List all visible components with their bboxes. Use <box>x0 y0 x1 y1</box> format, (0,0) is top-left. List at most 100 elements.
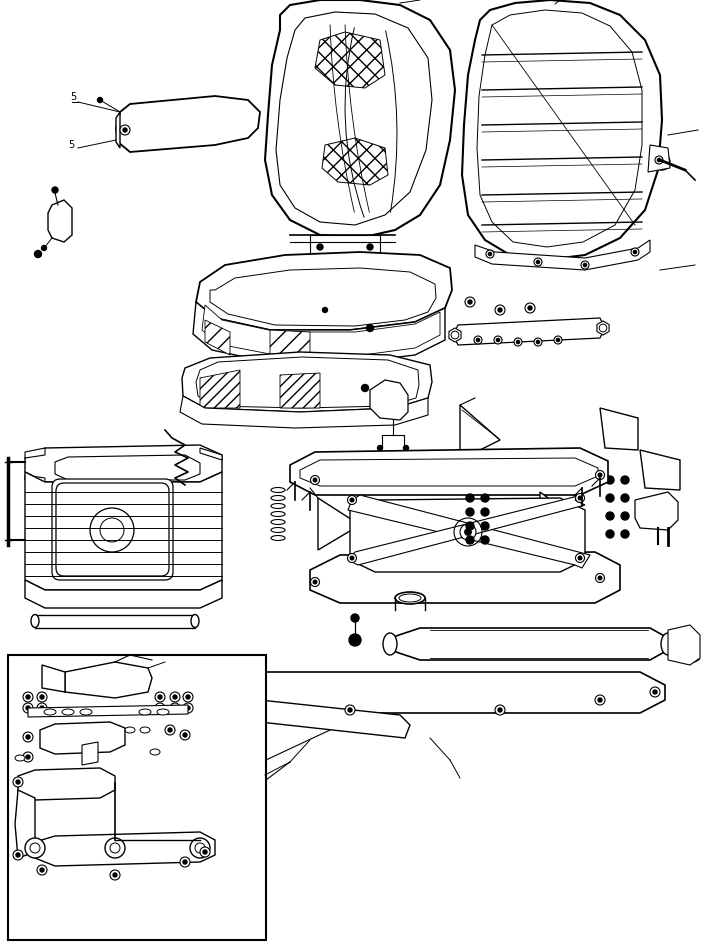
Circle shape <box>367 325 374 331</box>
Circle shape <box>465 529 471 535</box>
Polygon shape <box>680 649 689 659</box>
Circle shape <box>657 159 661 161</box>
Circle shape <box>596 470 604 480</box>
Circle shape <box>631 248 639 256</box>
Circle shape <box>606 512 614 520</box>
Circle shape <box>110 870 120 880</box>
FancyBboxPatch shape <box>56 483 169 576</box>
Polygon shape <box>648 145 670 172</box>
Polygon shape <box>240 672 665 713</box>
Polygon shape <box>116 96 260 152</box>
Circle shape <box>123 128 127 132</box>
Circle shape <box>183 703 193 713</box>
Polygon shape <box>276 12 432 225</box>
Polygon shape <box>315 32 385 88</box>
Circle shape <box>349 634 361 646</box>
Circle shape <box>528 306 532 310</box>
Polygon shape <box>55 455 200 480</box>
Circle shape <box>165 725 175 735</box>
Circle shape <box>494 336 502 344</box>
Circle shape <box>40 868 44 872</box>
Polygon shape <box>42 665 65 692</box>
Circle shape <box>203 850 207 854</box>
Circle shape <box>495 305 505 315</box>
Polygon shape <box>453 318 605 345</box>
Circle shape <box>170 692 180 702</box>
Polygon shape <box>270 330 310 358</box>
Circle shape <box>40 706 44 710</box>
Circle shape <box>578 556 582 560</box>
Bar <box>8 655 266 940</box>
Circle shape <box>310 578 319 586</box>
Circle shape <box>30 843 40 853</box>
Polygon shape <box>25 472 222 590</box>
Circle shape <box>481 494 489 502</box>
Circle shape <box>596 574 604 582</box>
Circle shape <box>180 730 190 740</box>
Circle shape <box>673 648 678 652</box>
Circle shape <box>621 530 629 538</box>
Circle shape <box>481 536 489 544</box>
Circle shape <box>537 261 539 263</box>
FancyBboxPatch shape <box>52 479 173 580</box>
Circle shape <box>183 692 193 702</box>
Polygon shape <box>390 628 668 660</box>
Circle shape <box>23 752 33 762</box>
Circle shape <box>37 703 47 713</box>
Circle shape <box>465 297 475 307</box>
Polygon shape <box>205 320 230 355</box>
Ellipse shape <box>15 755 25 761</box>
Circle shape <box>317 244 323 250</box>
Ellipse shape <box>125 727 135 733</box>
Ellipse shape <box>80 709 92 715</box>
Circle shape <box>377 446 383 450</box>
Circle shape <box>90 508 134 552</box>
Circle shape <box>13 777 23 787</box>
Circle shape <box>466 494 474 502</box>
Circle shape <box>186 706 190 710</box>
Circle shape <box>451 331 459 339</box>
Circle shape <box>200 847 210 857</box>
Ellipse shape <box>395 592 425 604</box>
Circle shape <box>313 581 317 583</box>
Polygon shape <box>25 580 222 608</box>
Polygon shape <box>310 235 380 258</box>
Ellipse shape <box>271 528 285 532</box>
Ellipse shape <box>191 615 199 628</box>
Ellipse shape <box>661 633 675 655</box>
Polygon shape <box>680 633 689 643</box>
Polygon shape <box>290 448 608 495</box>
Polygon shape <box>18 768 115 800</box>
Polygon shape <box>300 458 598 486</box>
Circle shape <box>348 708 352 712</box>
Circle shape <box>525 303 535 313</box>
Circle shape <box>466 508 474 516</box>
Text: 5: 5 <box>70 92 76 102</box>
Circle shape <box>310 476 319 484</box>
Ellipse shape <box>31 615 39 628</box>
Polygon shape <box>640 450 680 490</box>
Circle shape <box>362 384 369 392</box>
Circle shape <box>348 496 357 504</box>
Ellipse shape <box>271 512 285 516</box>
Circle shape <box>537 341 539 344</box>
Circle shape <box>466 522 474 530</box>
Polygon shape <box>691 652 699 662</box>
Ellipse shape <box>150 749 160 755</box>
Polygon shape <box>116 112 120 148</box>
Circle shape <box>313 479 317 481</box>
Circle shape <box>97 97 102 103</box>
Circle shape <box>516 341 520 344</box>
Polygon shape <box>597 321 609 335</box>
Circle shape <box>496 338 500 342</box>
Polygon shape <box>350 498 585 572</box>
Circle shape <box>554 336 562 344</box>
Circle shape <box>246 690 250 694</box>
Circle shape <box>514 338 522 346</box>
Polygon shape <box>202 305 440 356</box>
Ellipse shape <box>62 709 74 715</box>
Circle shape <box>155 703 165 713</box>
Circle shape <box>621 512 629 520</box>
Polygon shape <box>670 645 680 655</box>
Circle shape <box>498 308 502 312</box>
